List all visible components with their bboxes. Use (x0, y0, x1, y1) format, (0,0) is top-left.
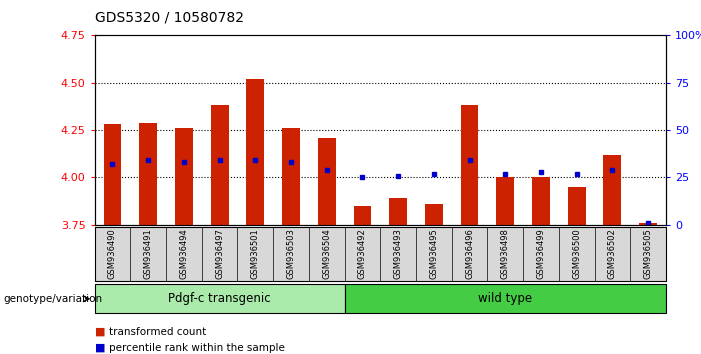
Text: Pdgf-c transgenic: Pdgf-c transgenic (168, 292, 271, 305)
Bar (211, 105, 229, 225)
Text: GSM936500: GSM936500 (572, 229, 581, 279)
Bar (104, 124, 121, 225)
Text: GSM936492: GSM936492 (358, 229, 367, 279)
Bar (389, 198, 407, 225)
Text: GSM936501: GSM936501 (251, 229, 260, 279)
Text: GSM936497: GSM936497 (215, 229, 224, 279)
Text: GDS5320 / 10580782: GDS5320 / 10580782 (95, 11, 244, 25)
Text: GSM936504: GSM936504 (322, 229, 332, 279)
Bar (318, 138, 336, 225)
Text: ■: ■ (95, 327, 105, 337)
Text: percentile rank within the sample: percentile rank within the sample (109, 343, 285, 353)
Text: wild type: wild type (478, 292, 532, 305)
Bar (639, 223, 657, 225)
Bar (353, 206, 372, 225)
Text: GSM936499: GSM936499 (536, 229, 545, 279)
Text: GSM936494: GSM936494 (179, 229, 189, 279)
Text: GSM936493: GSM936493 (394, 229, 402, 279)
Bar (604, 155, 621, 225)
Bar (568, 187, 585, 225)
Text: genotype/variation: genotype/variation (4, 294, 102, 304)
Text: GSM936503: GSM936503 (287, 229, 296, 279)
Bar (282, 128, 300, 225)
Bar (175, 128, 193, 225)
Bar (496, 177, 515, 225)
Text: GSM936495: GSM936495 (429, 229, 438, 279)
Bar (246, 79, 264, 225)
Text: GSM936505: GSM936505 (644, 229, 653, 279)
Text: transformed count: transformed count (109, 327, 206, 337)
Bar (532, 177, 550, 225)
Text: GSM936502: GSM936502 (608, 229, 617, 279)
Bar (139, 122, 157, 225)
Text: GSM936498: GSM936498 (501, 229, 510, 279)
Bar (461, 105, 479, 225)
Text: GSM936490: GSM936490 (108, 229, 117, 279)
Text: GSM936491: GSM936491 (144, 229, 153, 279)
Text: GSM936496: GSM936496 (465, 229, 474, 279)
Text: ■: ■ (95, 343, 105, 353)
Bar (425, 204, 443, 225)
